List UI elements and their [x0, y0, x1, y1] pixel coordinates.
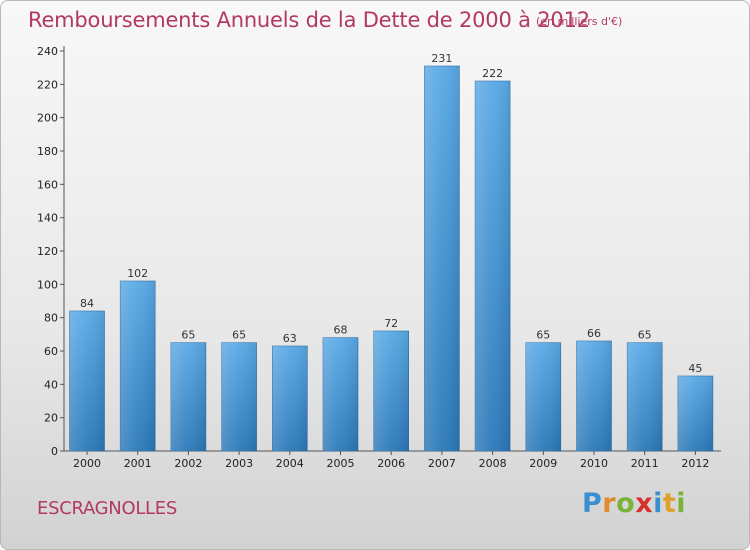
y-tick-label: 120 — [37, 245, 58, 258]
bar-value-label: 63 — [283, 332, 297, 345]
bar-shine — [525, 342, 561, 451]
bar-value-label: 72 — [384, 317, 398, 330]
bar-shine — [323, 337, 358, 451]
x-tick-label: 2010 — [580, 457, 608, 470]
x-tick-label: 2008 — [479, 457, 507, 470]
y-tick-label: 60 — [44, 345, 58, 358]
x-tick-label: 2004 — [276, 457, 304, 470]
x-tick-label: 2000 — [73, 457, 101, 470]
bar-value-label: 45 — [688, 362, 702, 375]
bar-value-label: 66 — [587, 327, 601, 340]
chart-labels: 2000 84 2001 102 2002 65 2003 65 2004 63 2005 68 200… — [73, 52, 709, 470]
chart-subtitle: (en milliers d'€) — [536, 15, 623, 28]
chart-title: Remboursements Annuels de la Dette de 20… — [28, 8, 590, 32]
bar-value-label: 222 — [482, 67, 503, 80]
bar-shine — [475, 81, 511, 451]
y-tick-label: 180 — [37, 145, 58, 158]
x-tick-label: 2007 — [428, 457, 456, 470]
bar-value-label: 65 — [232, 329, 246, 342]
bar-shine — [170, 342, 206, 451]
y-tick-label: 220 — [37, 78, 58, 91]
bar-shine — [424, 66, 460, 451]
y-tick-label: 20 — [44, 412, 58, 425]
bar-shine — [221, 342, 257, 451]
x-tick-label: 2009 — [529, 457, 557, 470]
y-tick-label: 160 — [37, 178, 58, 191]
bar-value-label: 102 — [127, 267, 148, 280]
bar-shine — [627, 342, 663, 451]
proxiti-logo: Proxiti — [582, 488, 687, 519]
bar-shine — [69, 311, 105, 451]
x-tick-label: 2012 — [681, 457, 709, 470]
x-tick-label: 2006 — [377, 457, 405, 470]
bar-shine — [272, 346, 308, 451]
bar-value-label: 65 — [181, 329, 195, 342]
bar-shine — [373, 331, 409, 451]
y-tick-label: 140 — [37, 212, 58, 225]
y-tick-label: 240 — [37, 45, 58, 58]
x-tick-label: 2001 — [124, 457, 152, 470]
bar-shine — [677, 376, 713, 451]
x-tick-label: 2005 — [327, 457, 355, 470]
bar-shine — [120, 281, 156, 451]
bar-value-label: 84 — [80, 297, 94, 310]
x-tick-label: 2011 — [631, 457, 659, 470]
commune-name: ESCRAGNOLLES — [37, 498, 177, 519]
x-tick-label: 2003 — [225, 457, 253, 470]
bar-value-label: 65 — [536, 329, 550, 342]
chart-bars — [69, 65, 714, 452]
y-tick-label: 80 — [44, 312, 58, 325]
y-tick-label: 0 — [51, 445, 58, 458]
bar-shine — [576, 341, 612, 451]
y-tick-label: 40 — [44, 378, 58, 391]
bar-value-label: 68 — [334, 324, 348, 337]
x-tick-label: 2002 — [174, 457, 202, 470]
y-tick-label: 200 — [37, 112, 58, 125]
bar-value-label: 231 — [431, 52, 452, 65]
bar-value-label: 65 — [638, 329, 652, 342]
y-tick-label: 100 — [37, 278, 58, 291]
